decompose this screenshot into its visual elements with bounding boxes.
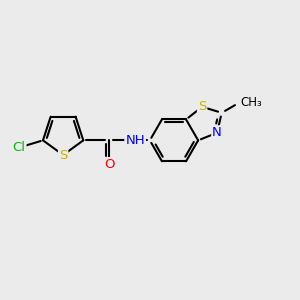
Text: N: N xyxy=(212,126,222,139)
Text: S: S xyxy=(198,100,206,113)
Text: S: S xyxy=(59,148,67,161)
Text: Cl: Cl xyxy=(13,141,26,154)
Text: CH₃: CH₃ xyxy=(240,96,262,109)
Text: O: O xyxy=(104,158,115,171)
Text: NH: NH xyxy=(125,134,145,147)
